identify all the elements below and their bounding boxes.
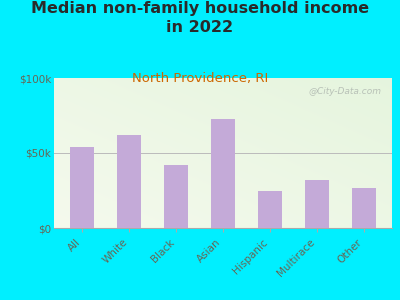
Text: Median non-family household income
in 2022: Median non-family household income in 20… — [31, 2, 369, 35]
Bar — [211, 118, 235, 228]
Text: North Providence, RI: North Providence, RI — [132, 72, 268, 85]
Bar — [305, 180, 329, 228]
Bar — [70, 147, 94, 228]
Text: @City-Data.com: @City-Data.com — [309, 87, 382, 96]
Bar — [352, 188, 376, 228]
Bar — [164, 165, 188, 228]
Bar — [258, 190, 282, 228]
Bar — [117, 135, 141, 228]
